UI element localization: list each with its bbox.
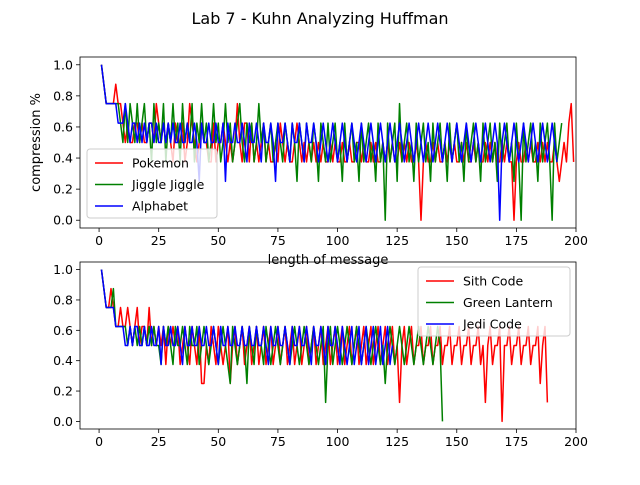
y-tick-label: 0.2: [53, 182, 73, 197]
x-tick-label: 125: [385, 233, 409, 248]
series-group: [100, 269, 549, 423]
y-tick-label: 0.0: [53, 414, 73, 429]
y-tick-label: 0.0: [53, 213, 73, 228]
x-tick-label: 150: [445, 233, 469, 248]
top-subplot: 0 25 50 75 100 125 150 175 200 0.0 0.2 0.4 0.6 0.8 1.0…: [29, 56, 588, 268]
legend-entry: Green Lantern: [463, 295, 553, 310]
legend-frame: [86, 148, 218, 219]
x-tick-label: 200: [564, 233, 588, 248]
legend-entry: Alphabet: [132, 199, 188, 214]
x-tick-label: 200: [564, 434, 588, 449]
legend-entry: Jiggle Jiggle: [131, 177, 205, 192]
y-tick-label: 0.8: [53, 292, 73, 307]
series-line-green-lantern: [100, 269, 444, 422]
x-tick-label: 25: [151, 233, 167, 248]
legend-entry: Jedi Code: [462, 317, 522, 332]
x-tick-label: 100: [326, 434, 350, 449]
x-tick-label: 75: [270, 434, 286, 449]
figure-title: Lab 7 - Kuhn Analyzing Huffman: [191, 9, 448, 28]
legend-frame: [417, 266, 571, 337]
axes-frame: [79, 261, 577, 430]
x-tick-label: 0: [95, 233, 103, 248]
series-line-jedi-code: [100, 269, 394, 366]
legend-entry: Sith Code: [463, 274, 524, 289]
axes-frame: [79, 56, 577, 229]
x-tick-label: 175: [504, 434, 528, 449]
x-tick-label: 125: [385, 434, 409, 449]
y-tick-label: 1.0: [53, 57, 73, 72]
x-tick-label: 50: [210, 233, 226, 248]
series-group: [100, 64, 575, 221]
bottom-subplot: 0 25 50 75 100 125 150 175 200 0.0 0.2 0.4 0.6 0.8 1.0…: [53, 261, 588, 449]
x-tick-label: 100: [326, 233, 350, 248]
series-line-alphabet: [100, 64, 558, 221]
legend: Sith Code Green Lantern Jedi Code: [417, 266, 571, 337]
y-axis-label: compression %: [29, 93, 44, 192]
x-tick-label: 0: [95, 434, 103, 449]
y-tick-label: 0.6: [53, 323, 73, 338]
y-tick-label: 0.8: [53, 88, 73, 103]
x-tick-label: 50: [210, 434, 226, 449]
x-tick-label: 25: [151, 434, 167, 449]
y-tick-label: 1.0: [53, 262, 73, 277]
series-line-jiggle-jiggle: [100, 64, 563, 221]
x-tick-label: 175: [504, 233, 528, 248]
x-tick-label: 150: [445, 434, 469, 449]
y-tick-label: 0.2: [53, 384, 73, 399]
x-axis-label: length of message: [268, 253, 389, 268]
legend-entry: Pokemon: [132, 156, 189, 171]
x-tick-label: 75: [270, 233, 286, 248]
legend: Pokemon Jiggle Jiggle Alphabet: [86, 148, 218, 219]
y-tick-label: 0.6: [53, 119, 73, 134]
y-tick-label: 0.4: [53, 151, 73, 166]
y-tick-label: 0.4: [53, 353, 73, 368]
